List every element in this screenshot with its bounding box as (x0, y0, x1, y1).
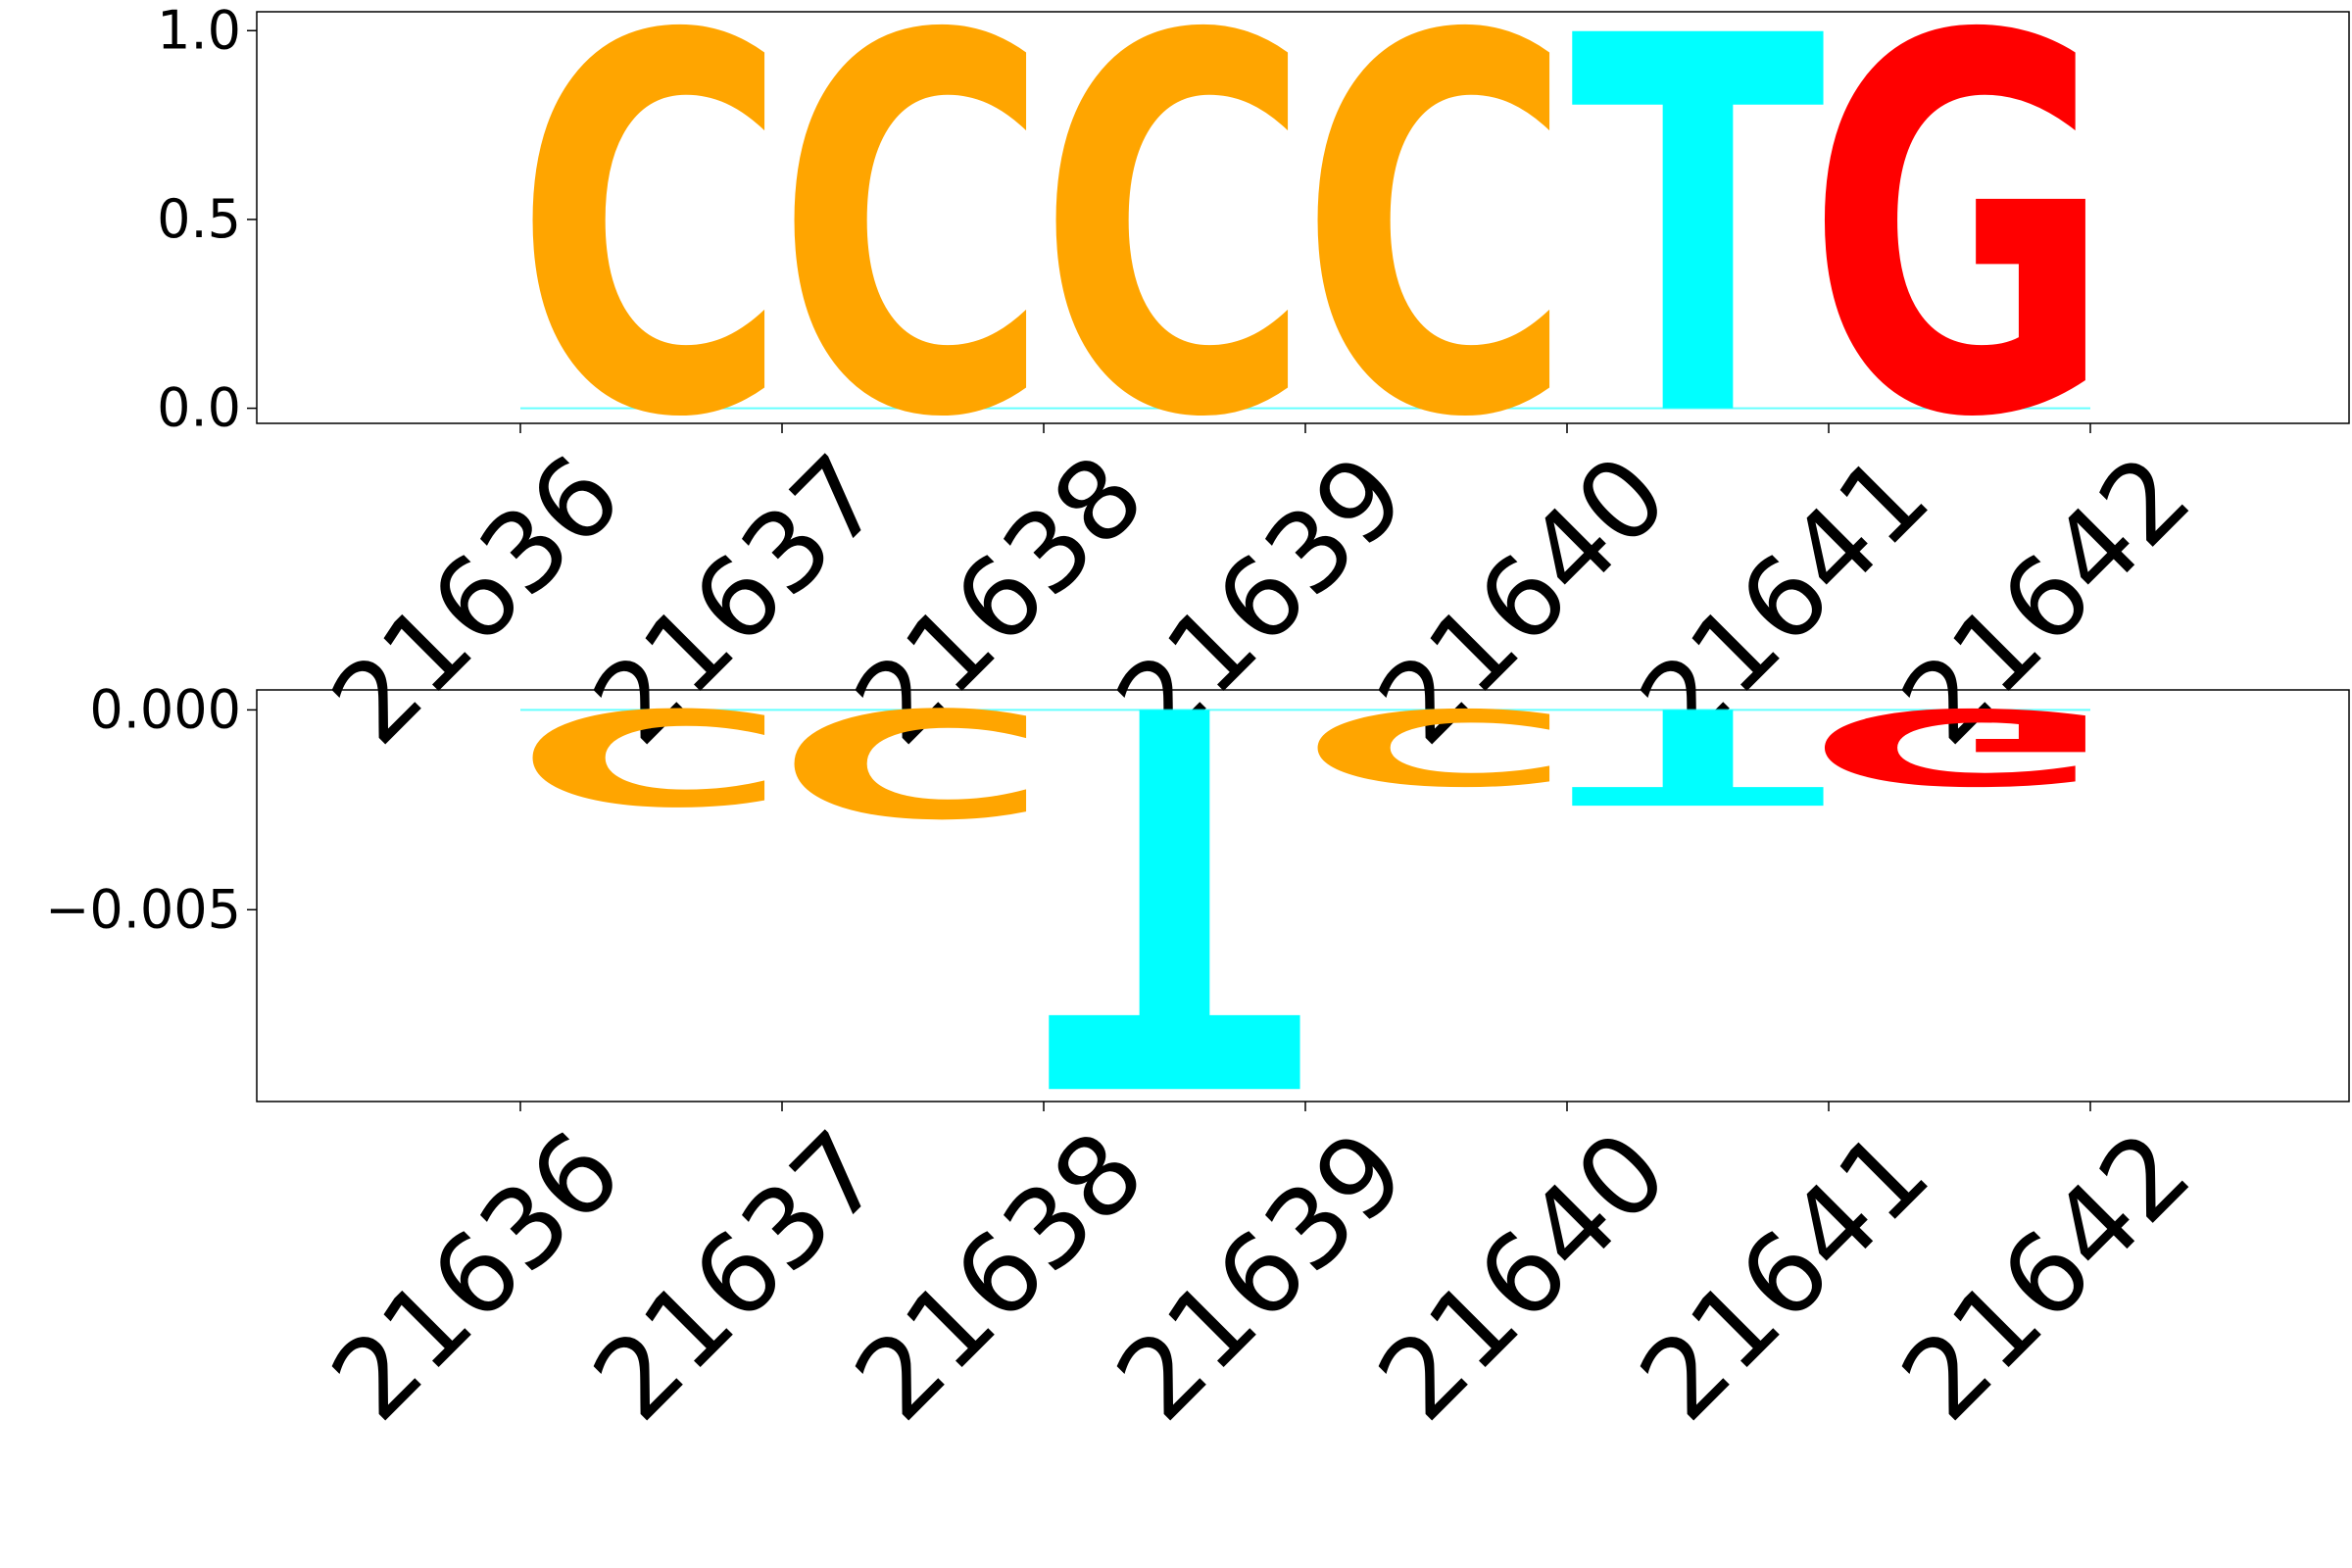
logo-letter-c: C (776, 675, 1051, 847)
y-tick-label: −0.005 (45, 878, 241, 940)
logo-letter-t: T (1567, 0, 1829, 531)
logo-letter-c: C (776, 0, 1051, 531)
svg-text:T: T (1570, 0, 1827, 531)
logo-letter-c: C (514, 679, 789, 832)
y-tick-label: 0.5 (157, 188, 241, 250)
svg-text:C: C (1299, 685, 1574, 807)
logo-letter-g: G (1806, 685, 2113, 807)
logo-letter-c: C (1038, 0, 1312, 531)
x-tick-label: 21640 (1354, 1107, 1691, 1445)
svg-text:C: C (776, 0, 1051, 531)
y-tick-label: 0.0 (157, 377, 241, 439)
logo-letter-g: G (1806, 0, 2113, 531)
axes-frame (256, 689, 2350, 1102)
logo-letter-c: C (1299, 0, 1574, 531)
y-tick-label: 1.0 (157, 0, 241, 61)
axes-frame (256, 11, 2350, 424)
svg-text:G: G (1806, 0, 2113, 531)
svg-text:C: C (776, 675, 1051, 847)
svg-text:C: C (514, 679, 789, 832)
logo-letter-t: T (1567, 679, 1829, 832)
logo-letter-c: C (514, 0, 789, 531)
x-tick-label: 21636 (308, 1107, 645, 1445)
y-tick-label: 0.000 (89, 678, 241, 740)
svg-text:C: C (1299, 0, 1574, 531)
logo-letter-c: C (1299, 685, 1574, 807)
x-tick-label: 21637 (569, 1107, 906, 1445)
x-tick-label: 21641 (1616, 1107, 1953, 1445)
x-tick-label: 21642 (1878, 1107, 2215, 1445)
svg-text:T: T (1570, 679, 1827, 832)
svg-text:G: G (1806, 685, 2113, 807)
svg-text:T: T (1047, 587, 1303, 1193)
svg-text:C: C (514, 0, 789, 531)
logo-letter-t: T (1044, 587, 1305, 1193)
svg-text:C: C (1038, 0, 1312, 531)
